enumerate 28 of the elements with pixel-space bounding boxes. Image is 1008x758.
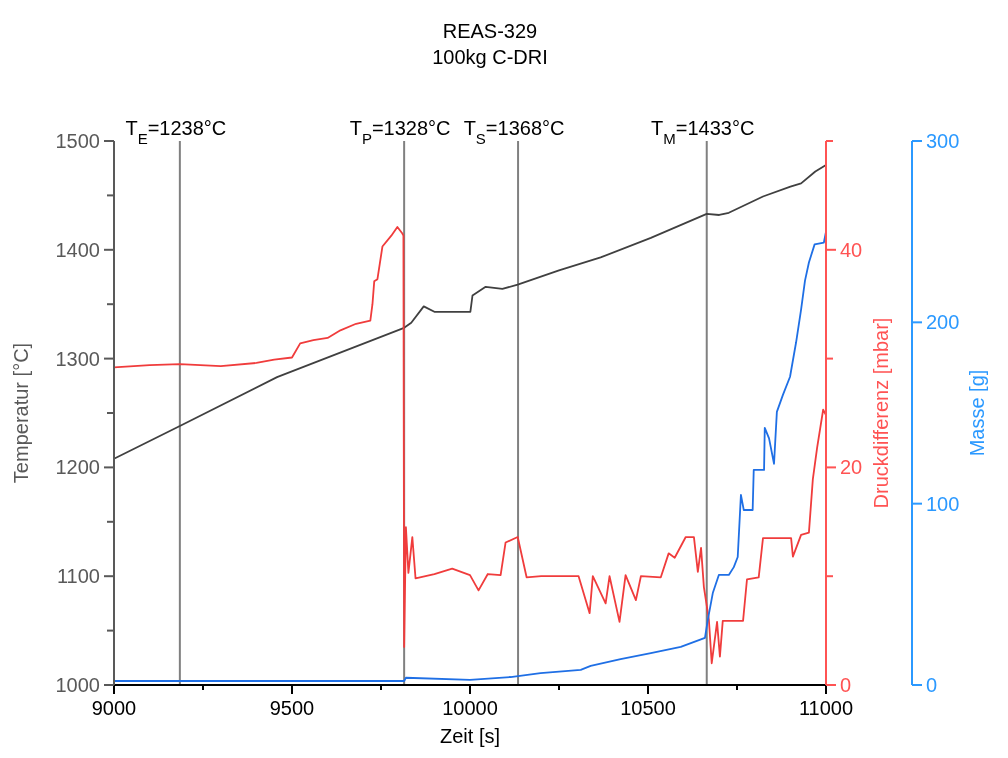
- y-tick-label: 1400: [55, 238, 100, 261]
- x-tick-label: 9500: [269, 697, 315, 719]
- y3-tick-label: 200: [926, 311, 960, 334]
- y3-tick-label: 100: [926, 492, 960, 515]
- y3-tick-label: 0: [926, 674, 938, 696]
- y-tick-label: 1100: [56, 565, 100, 588]
- y2-tick-label: 20: [840, 456, 863, 479]
- annotation: T$_{E}$=1238°C: [125, 117, 227, 147]
- x-axis-title: Zeit [s]: [439, 725, 501, 747]
- chart-title: REAS-329: [442, 20, 538, 42]
- y2-tick-label: 40: [840, 238, 863, 261]
- y-tick-label: 1500: [55, 130, 100, 152]
- y-tick-label: 1200: [55, 456, 100, 479]
- y3-axis-title: Masse [g]: [966, 369, 988, 457]
- x-tick-label: 10000: [442, 697, 498, 719]
- y-axis-title: Temperatur [°C]: [10, 342, 32, 484]
- y-tick-label: 1300: [55, 347, 100, 370]
- y2-axis-title: Druckdifferenz [mbar]: [870, 317, 892, 509]
- y2-tick-label: 0: [840, 674, 852, 696]
- x-tick-label: 9000: [91, 697, 137, 719]
- y-tick-label: 1000: [55, 674, 100, 696]
- annotation: T$_{P}$=1328°C: [349, 117, 451, 147]
- chart-subtitle: 100kg C-DRI: [432, 46, 548, 68]
- annotation: T$_{S}$=1368°C: [463, 117, 565, 147]
- x-tick-label: 10500: [620, 697, 676, 719]
- annotation: T$_{M}$=1433°C: [651, 117, 755, 147]
- y3-tick-label: 300: [926, 130, 960, 152]
- x-tick-label: 11000: [798, 697, 854, 719]
